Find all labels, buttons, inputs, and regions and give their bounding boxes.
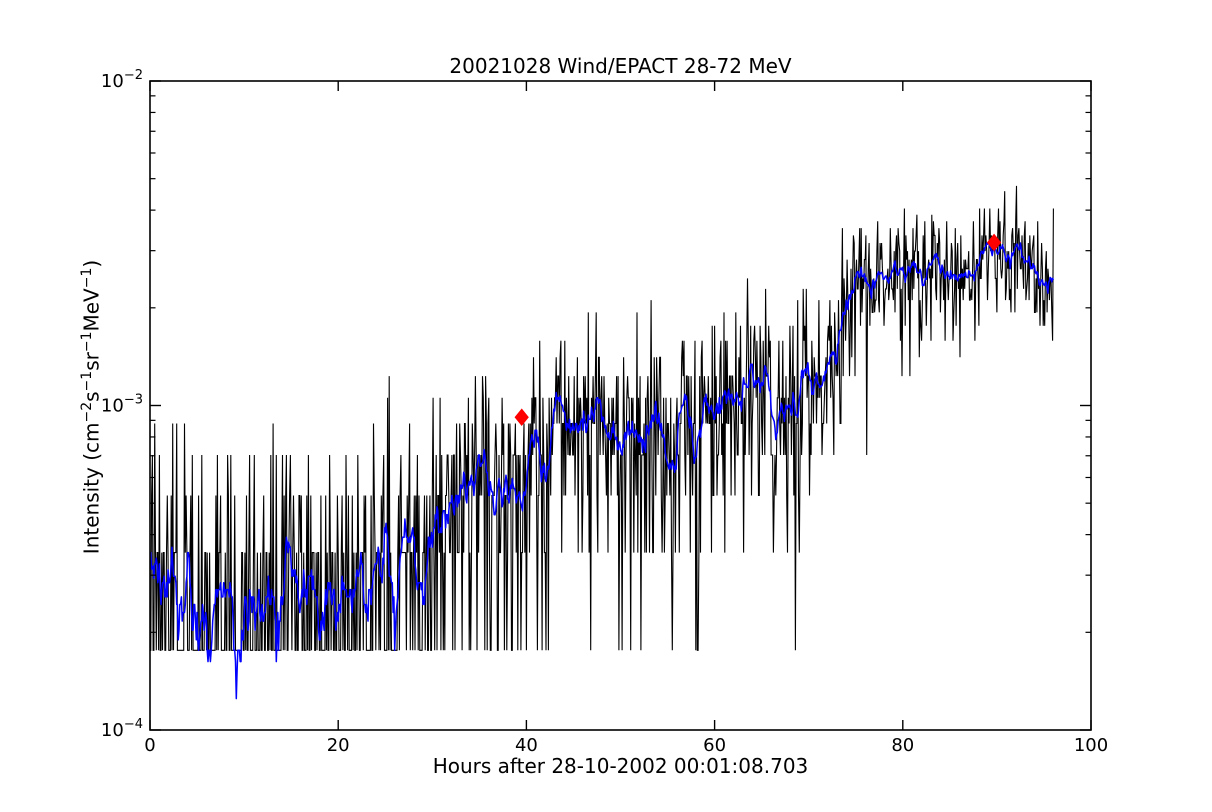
raw-intensity-series xyxy=(150,185,1054,651)
x-tick-label: 100 xyxy=(1074,735,1108,756)
y-axis-label-text: Intensity (cm xyxy=(79,422,104,555)
smoothed-intensity-series xyxy=(150,242,1055,700)
y-axis-label: Intensity (cm−2s−1sr−1MeV−1) xyxy=(74,82,104,732)
event-marker-1 xyxy=(986,233,1002,252)
y-axis-label-exponent: −1 xyxy=(79,267,95,289)
x-tick-label: 40 xyxy=(515,735,538,756)
chart-title: 20021028 Wind/EPACT 28-72 MeV xyxy=(449,54,792,78)
y-tick-label: 10−4 xyxy=(101,717,143,741)
y-tick-label: 10−2 xyxy=(101,68,143,92)
y-axis-label-text: s xyxy=(79,391,104,402)
y-axis-label-exponent: −2 xyxy=(79,401,95,423)
x-tick-label: 0 xyxy=(144,735,155,756)
x-tick-label: 80 xyxy=(891,735,914,756)
y-axis-label-exponent: −1 xyxy=(79,331,95,353)
x-tick-label: 60 xyxy=(703,735,726,756)
y-axis-label-exponent: −1 xyxy=(79,370,95,392)
x-axis-label: Hours after 28-10-2002 00:01:08.703 xyxy=(432,754,809,778)
plot-frame xyxy=(149,80,1092,731)
x-tick-label: 20 xyxy=(327,735,350,756)
y-axis-label-text: ) xyxy=(79,259,104,268)
y-tick-label: 10−3 xyxy=(101,393,143,417)
y-axis-label-text: MeV xyxy=(79,288,104,332)
y-axis-label-text: sr xyxy=(79,352,104,371)
event-marker-0 xyxy=(514,408,529,427)
